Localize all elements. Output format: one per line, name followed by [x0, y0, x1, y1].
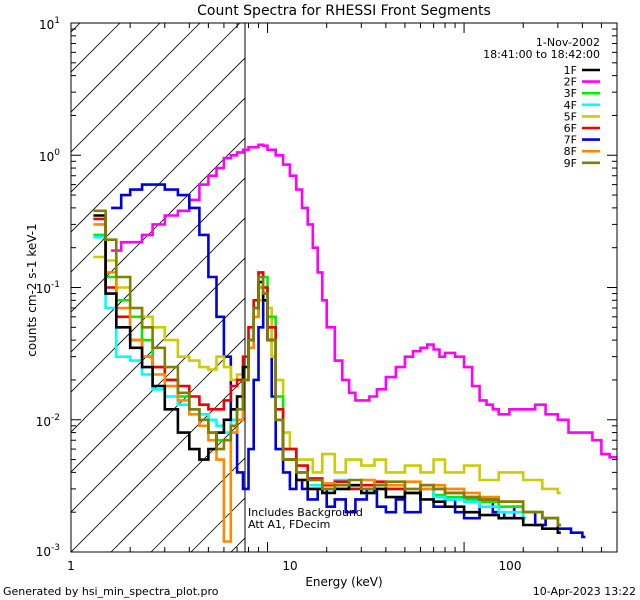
legend-label-1F: 1F [564, 64, 577, 77]
hatch-line [71, 23, 161, 113]
y-tick-exponent: -1 [51, 280, 60, 290]
y-axis-label: counts cm-2 s-1 keV-1 [25, 223, 39, 356]
generator-footer: Generated by hsi_min_spectra_plot.pro [3, 585, 219, 598]
legend-label-4F: 4F [564, 99, 577, 112]
hatch-line [71, 257, 245, 433]
y-tick-exponent: -3 [51, 543, 60, 553]
legend-label-7F: 7F [564, 134, 577, 147]
y-tick-exponent: 0 [54, 148, 60, 158]
background-annotation: Includes Background [248, 506, 363, 519]
date-label: 1-Nov-2002 [536, 36, 600, 49]
hatch-line [71, 177, 245, 353]
x-tick-label-10: 10 [282, 559, 297, 573]
time-range-label: 18:41:00 to 18:42:00 [483, 48, 600, 61]
hatch-line [71, 337, 245, 513]
series-line-7F [111, 183, 586, 539]
axis-ticks [70, 23, 618, 553]
x-axis-label: Energy (keV) [305, 575, 382, 589]
x-tick-label-1: 1 [67, 559, 75, 573]
hatch-line [150, 457, 245, 552]
attenuator-annotation: Att A1, FDecim [248, 518, 330, 531]
y-tick-exponent: 1 [54, 16, 60, 26]
hatch-line [71, 297, 245, 473]
series-line-2F [111, 143, 617, 459]
timestamp-footer: 10-Apr-2023 13:22 [533, 585, 636, 598]
series-line-9F [93, 209, 561, 527]
legend-label-6F: 6F [564, 122, 577, 135]
hatch-line [71, 377, 245, 552]
legend-label-2F: 2F [564, 76, 577, 89]
legend-label-8F: 8F [564, 145, 577, 158]
hatch-line [71, 23, 241, 193]
chart-title: Count Spectra for RHESSI Front Segments [197, 3, 491, 19]
y-axis-label-text: counts cm-2 s-1 keV-1 [25, 223, 39, 356]
legend-label-5F: 5F [564, 110, 577, 123]
hatch-line [71, 23, 201, 153]
hatch-line [71, 57, 245, 233]
legend-label-9F: 9F [564, 157, 577, 170]
legend-label-3F: 3F [564, 87, 577, 100]
series-group [93, 143, 617, 543]
hatch-line [71, 217, 245, 393]
y-tick-exponent: -2 [51, 413, 60, 423]
x-tick-label-100: 100 [499, 559, 522, 573]
